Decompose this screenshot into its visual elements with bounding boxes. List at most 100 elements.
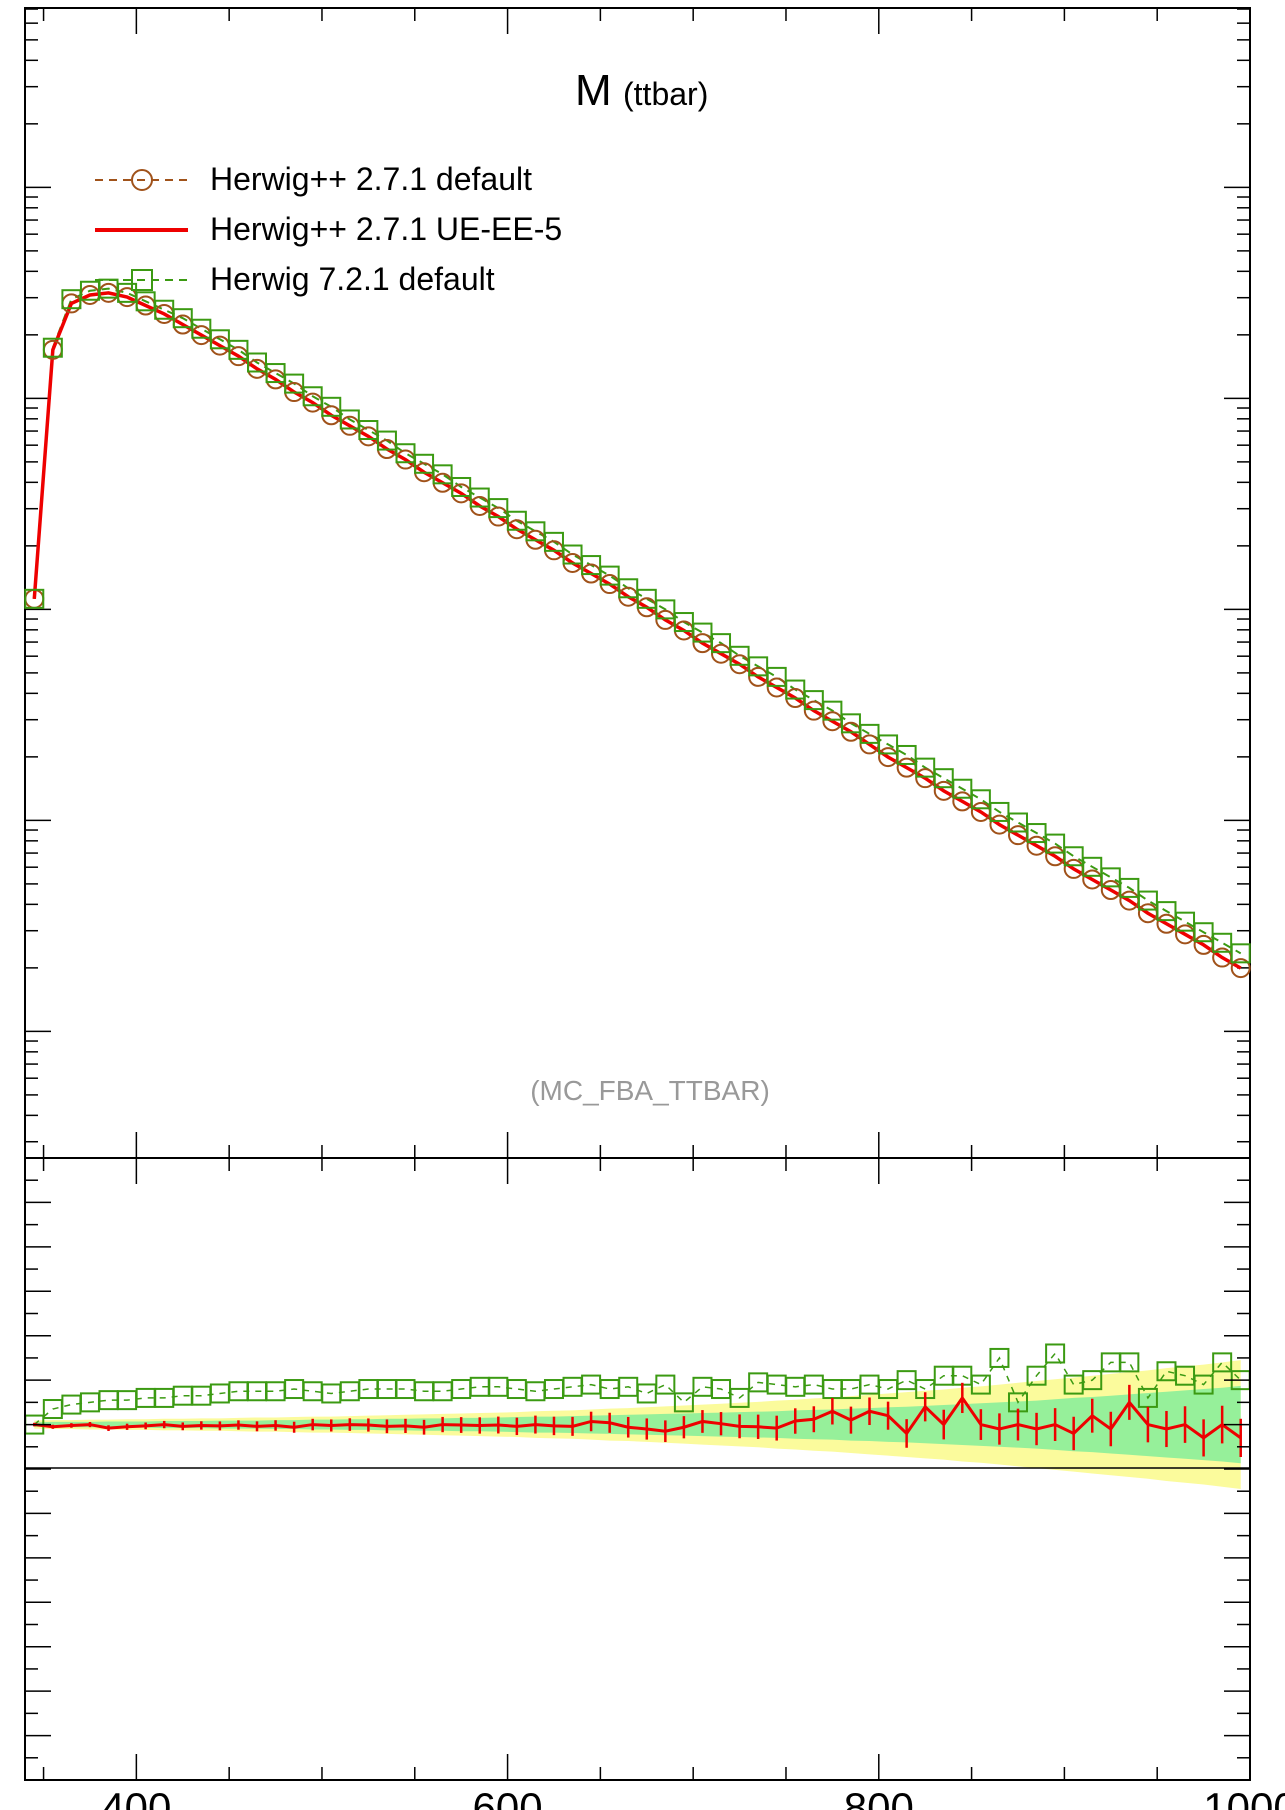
legend-item-herwig-271-ue-ee-5: Herwig++ 2.7.1 UE-EE-5	[95, 211, 562, 247]
data-point-herwig-721-default	[1230, 943, 1251, 964]
ratio-point-herwig-721-default	[1082, 1370, 1103, 1391]
main-plot-panel: M (ttbar) (MC_FBA_TTBAR) Herwig++ 2.7.1 …	[24, 7, 1251, 1159]
data-point-herwig-721-default	[896, 744, 917, 765]
ratio-series-group	[24, 1343, 1251, 1458]
data-point-herwig-721-default	[1026, 823, 1047, 844]
data-point-herwig-721-default	[1082, 856, 1103, 877]
ratio-point-herwig-721-default	[673, 1392, 694, 1413]
data-point-herwig-721-default	[525, 521, 546, 542]
data-point-herwig-721-default	[729, 645, 750, 666]
x-tick-label: 1000	[1203, 1784, 1285, 1810]
data-point-herwig-721-default	[265, 363, 286, 384]
data-point-herwig-721-default	[321, 396, 342, 417]
data-point-herwig-721-default	[581, 555, 602, 576]
ratio-point-herwig-721-default	[970, 1374, 991, 1395]
ratio-point-herwig-721-default	[636, 1383, 657, 1404]
data-point-herwig-721-default	[803, 690, 824, 711]
x-tick-label: 400	[101, 1784, 171, 1810]
data-point-herwig-721-default	[1212, 932, 1233, 953]
data-point-herwig-721-default	[339, 409, 360, 430]
data-point-herwig-721-default	[451, 476, 472, 497]
data-point-herwig-721-default	[488, 498, 509, 519]
data-point-herwig-721-default	[933, 768, 954, 789]
data-point-herwig-721-default	[302, 386, 323, 407]
data-point-herwig-721-default	[766, 666, 787, 687]
ratio-point-herwig-721-default	[1026, 1365, 1047, 1386]
series-line-herwig-271-default	[33, 291, 1242, 969]
uncertainty-band-green	[34, 1385, 1241, 1464]
data-point-herwig-721-default	[395, 443, 416, 464]
data-point-herwig-721-default	[358, 420, 379, 441]
data-point-herwig-721-default	[1063, 846, 1084, 867]
x-tick-label: 800	[844, 1784, 914, 1810]
data-point-herwig-721-default	[859, 723, 880, 744]
data-point-herwig-721-default	[711, 633, 732, 654]
data-point-herwig-721-default	[1193, 922, 1214, 943]
data-point-herwig-721-default	[284, 373, 305, 394]
ratio-plot-panel: 400 600 800 1000	[24, 1157, 1285, 1810]
data-point-herwig-721-default	[970, 789, 991, 810]
data-point-herwig-721-default	[1119, 877, 1140, 898]
legend-item-herwig-721-default: Herwig 7.2.1 default	[95, 261, 495, 297]
ratio-point-herwig-721-default	[1212, 1352, 1233, 1373]
legend-item-herwig-271-default: Herwig++ 2.7.1 default	[95, 161, 532, 197]
legend-label: Herwig++ 2.7.1 UE-EE-5	[210, 211, 562, 247]
analysis-annotation: (MC_FBA_TTBAR)	[530, 1075, 770, 1106]
data-point-herwig-721-default	[673, 612, 694, 633]
data-point-herwig-721-default	[172, 308, 193, 329]
data-point-herwig-721-default	[840, 713, 861, 734]
ratio-point-herwig-721-default	[655, 1374, 676, 1395]
main-axis-ticks	[25, 8, 1251, 1158]
data-point-herwig-721-default	[618, 578, 639, 599]
ratio-point-herwig-721-default	[989, 1347, 1010, 1368]
ratio-point-herwig-721-default	[729, 1387, 750, 1408]
data-point-herwig-721-default	[692, 622, 713, 643]
legend-label: Herwig++ 2.7.1 default	[210, 161, 532, 197]
uncertainty-bands	[34, 1360, 1241, 1489]
data-point-herwig-721-default	[655, 599, 676, 620]
data-point-herwig-721-default	[878, 734, 899, 755]
data-point-herwig-721-default	[376, 430, 397, 451]
data-point-herwig-721-default	[599, 565, 620, 586]
data-point-herwig-721-default	[1175, 911, 1196, 932]
data-point-herwig-721-default	[1007, 812, 1028, 833]
data-point-herwig-721-default	[748, 656, 769, 677]
data-point-herwig-721-default	[506, 510, 527, 531]
main-series-group	[24, 278, 1251, 979]
data-point-herwig-721-default	[228, 339, 249, 360]
data-point-herwig-721-default	[1045, 833, 1066, 854]
ratio-line-herwig-271-ue-ee-5	[34, 1395, 1242, 1440]
x-tick-label: 600	[473, 1784, 543, 1810]
data-point-herwig-721-default	[822, 700, 843, 721]
data-point-herwig-271-default	[1230, 958, 1251, 979]
data-point-herwig-721-default	[562, 544, 583, 565]
ratio-point-herwig-721-default	[1193, 1374, 1214, 1395]
data-point-herwig-721-default	[915, 757, 936, 778]
data-point-herwig-721-default	[414, 453, 435, 474]
data-point-herwig-721-default	[469, 487, 490, 508]
data-point-herwig-721-default	[24, 588, 45, 609]
plot-title: M	[575, 66, 612, 115]
series-line-herwig-721-default	[33, 287, 1242, 955]
legend-marker-circle	[131, 169, 153, 191]
data-point-herwig-721-default	[952, 778, 973, 799]
data-point-herwig-721-default	[432, 464, 453, 485]
data-point-herwig-721-default	[785, 679, 806, 700]
ratio-axis-ticks	[25, 1157, 1251, 1781]
data-point-herwig-721-default	[247, 352, 268, 373]
data-point-herwig-721-default	[191, 318, 212, 339]
data-point-herwig-721-default	[543, 531, 564, 552]
series-line-herwig-271-ue-ee-5	[32, 291, 1242, 970]
data-point-herwig-721-default	[1100, 867, 1121, 888]
x-axis-tick-labels: 400 600 800 1000	[101, 1784, 1285, 1810]
data-point-herwig-721-default	[636, 588, 657, 609]
legend: Herwig++ 2.7.1 default Herwig++ 2.7.1 UE…	[95, 161, 562, 297]
data-point-herwig-721-default	[989, 801, 1010, 822]
ratio-point-herwig-721-default	[1119, 1352, 1140, 1373]
data-point-herwig-721-default	[1156, 901, 1177, 922]
data-point-herwig-721-default	[1137, 890, 1158, 911]
plot-title-subscript: (ttbar)	[623, 76, 708, 112]
data-point-herwig-721-default	[42, 337, 63, 358]
ratio-point-herwig-721-default	[1045, 1343, 1066, 1364]
